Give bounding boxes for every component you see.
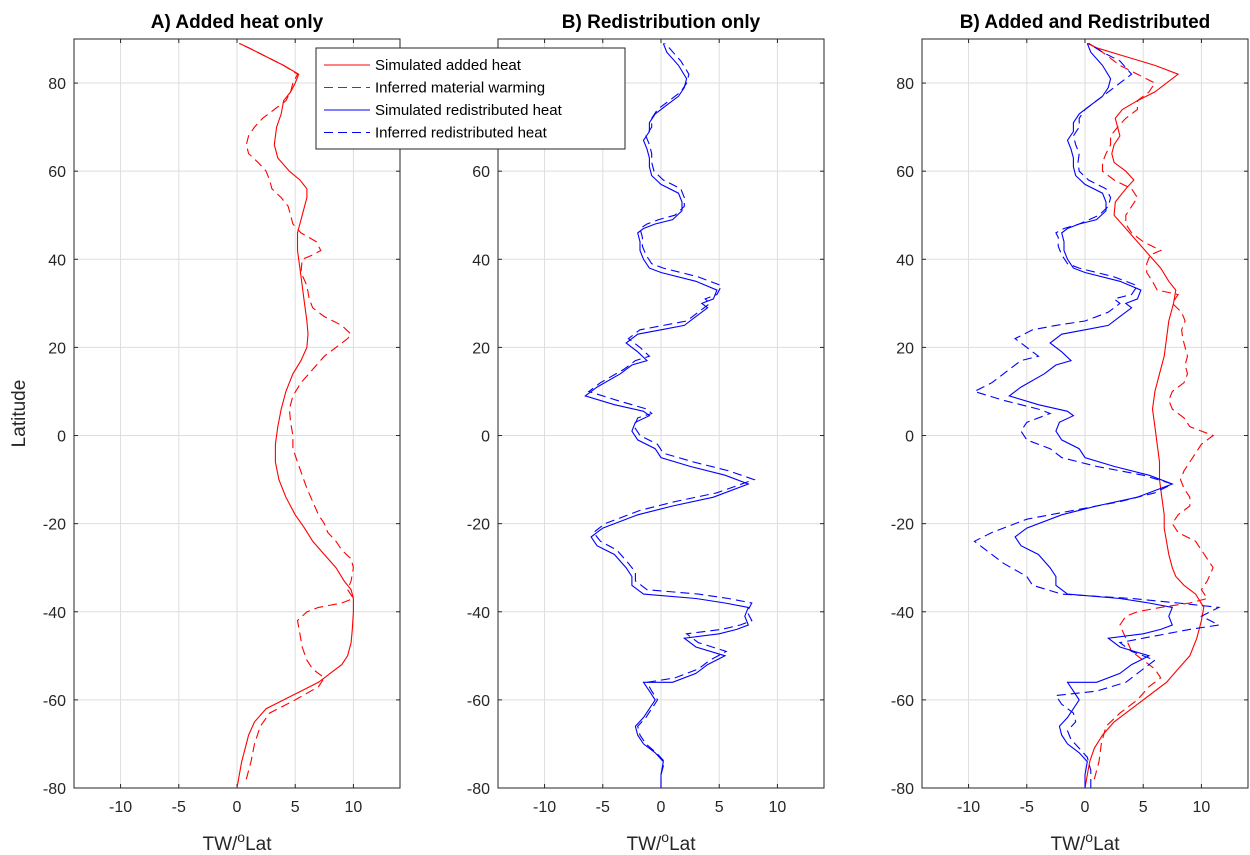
y-tick-label: 40 — [472, 252, 490, 269]
x-tick-label: 5 — [1139, 799, 1148, 816]
y-tick-label: -60 — [467, 693, 490, 710]
series-line-inferred-material-warming — [1088, 42, 1215, 780]
x-axis-label: TW/oLat — [202, 829, 272, 855]
x-tick-label: 5 — [715, 799, 724, 816]
series-line-inferred-redistributed-heat — [972, 42, 1221, 788]
y-tick-label: -80 — [891, 781, 914, 798]
y-tick-label: -60 — [891, 693, 914, 710]
y-tick-label: 20 — [472, 340, 490, 357]
panel-title: A) Added heat only — [151, 12, 324, 33]
panel-title: B) Added and Redistributed — [960, 12, 1211, 33]
y-tick-label: 60 — [48, 164, 66, 181]
x-axis-label: TW/oLat — [626, 829, 696, 855]
y-tick-label: 80 — [896, 76, 914, 93]
grid — [74, 39, 400, 789]
y-tick-label: 80 — [48, 76, 66, 93]
series-group — [972, 42, 1221, 788]
x-tick-label: 5 — [291, 799, 300, 816]
plot-frame — [497, 38, 825, 789]
series-line-simulated-redistributed-heat — [584, 43, 750, 788]
series-line-inferred-redistributed-heat — [587, 43, 756, 788]
series-line-simulated-added-heat — [236, 42, 354, 788]
x-tick-label: -10 — [957, 799, 980, 816]
x-tick-label: 10 — [345, 799, 363, 816]
y-tick-label: 0 — [481, 429, 490, 446]
x-tick-label: -5 — [596, 799, 610, 816]
grid — [498, 39, 824, 789]
legend-entry-label: Simulated added heat — [375, 57, 522, 74]
x-axis-label: TW/oLat — [1050, 829, 1120, 855]
y-tick-label: -40 — [467, 605, 490, 622]
y-tick-label: 60 — [896, 164, 914, 181]
y-tick-label: 20 — [896, 340, 914, 357]
y-tick-label: -80 — [467, 781, 490, 798]
y-tick-label: 0 — [57, 429, 66, 446]
y-axis-label: Latitude — [9, 380, 30, 448]
panel-3: -10 -5 0 5 10 -80 -60 -40 -20 0 20 40 60 80 B) Added a… — [891, 12, 1249, 855]
legend-entry-label: Inferred redistributed heat — [375, 125, 548, 142]
series-group — [236, 42, 355, 788]
legend-entry-label: Inferred material warming — [375, 80, 545, 97]
y-tick-label: -40 — [43, 605, 66, 622]
plot-frame — [921, 38, 1249, 789]
x-tick-label: -10 — [109, 799, 132, 816]
x-tick-label: -10 — [533, 799, 556, 816]
x-tick-label: -5 — [1020, 799, 1034, 816]
x-tick-label: 0 — [1081, 799, 1090, 816]
panels: -10 -5 0 5 10 -80 -60 -40 -20 0 20 40 60 80 A) Added h… — [9, 12, 1249, 855]
y-tick-label: 20 — [48, 340, 66, 357]
y-tick-label: 0 — [905, 429, 914, 446]
panel-title: B) Redistribution only — [562, 12, 761, 33]
legend: Simulated added heat Inferred material wa… — [315, 47, 626, 150]
y-tick-label: 60 — [472, 164, 490, 181]
y-tick-label: -20 — [891, 517, 914, 534]
x-tick-label: 10 — [1193, 799, 1211, 816]
legend-entry-label: Simulated redistributed heat — [375, 102, 563, 119]
y-tick-label: -20 — [467, 517, 490, 534]
x-tick-label: -5 — [172, 799, 186, 816]
series-group — [584, 43, 756, 788]
x-tick-label: 0 — [233, 799, 242, 816]
y-tick-label: -60 — [43, 693, 66, 710]
series-line-simulated-redistributed-heat — [1008, 43, 1174, 788]
y-tick-label: -20 — [43, 517, 66, 534]
y-tick-label: 40 — [48, 252, 66, 269]
x-tick-label: 10 — [769, 799, 787, 816]
x-tick-label: 0 — [657, 799, 666, 816]
y-tick-label: -40 — [891, 605, 914, 622]
plot-frame — [73, 38, 401, 789]
series-line-simulated-added-heat — [1084, 42, 1205, 788]
y-tick-label: 40 — [896, 252, 914, 269]
y-tick-label: -80 — [43, 781, 66, 798]
grid — [922, 39, 1248, 789]
